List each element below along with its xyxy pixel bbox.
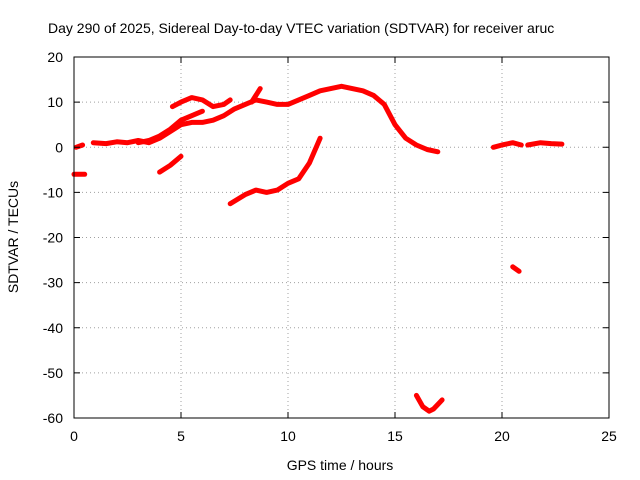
series-seg-f — [249, 86, 263, 105]
series-seg-i — [490, 140, 524, 150]
y-tick-label: -60 — [43, 410, 63, 426]
y-tick-label: 20 — [47, 49, 63, 65]
y-tick-label: 10 — [47, 94, 63, 110]
x-axis-label: GPS time / hours — [287, 457, 394, 473]
chart-title: Day 290 of 2025, Sidereal Day-to-day VTE… — [48, 20, 554, 36]
series-seg-l — [413, 392, 445, 414]
y-tick-label: -30 — [43, 275, 63, 291]
x-tick-label: 15 — [387, 428, 403, 444]
y-tick-label: 0 — [55, 139, 63, 155]
y-tick-label: -40 — [43, 320, 63, 336]
grid — [74, 57, 609, 418]
series-seg-e — [169, 95, 233, 110]
x-tick-label: 25 — [601, 428, 617, 444]
x-tick-label: 10 — [280, 428, 296, 444]
y-tick-label: -10 — [43, 184, 63, 200]
x-tick-label: 5 — [177, 428, 185, 444]
x-tick-label: 20 — [494, 428, 510, 444]
series-seg-d — [135, 108, 205, 146]
series-seg-g — [157, 153, 184, 175]
series-seg-j — [525, 140, 565, 148]
y-tick-label: -20 — [43, 230, 63, 246]
series-layer — [71, 83, 565, 414]
ticks: 0 5 10 15 20 25 20 10 0 -10 -20 -30 -40 -50 -60 — [43, 49, 617, 444]
y-axis-label: SDTVAR / TECUs — [5, 181, 21, 293]
x-tick-label: 0 — [70, 428, 78, 444]
y-tick-label: -50 — [43, 365, 63, 381]
series-seg-k — [510, 264, 522, 274]
series-seg-h — [227, 135, 323, 207]
